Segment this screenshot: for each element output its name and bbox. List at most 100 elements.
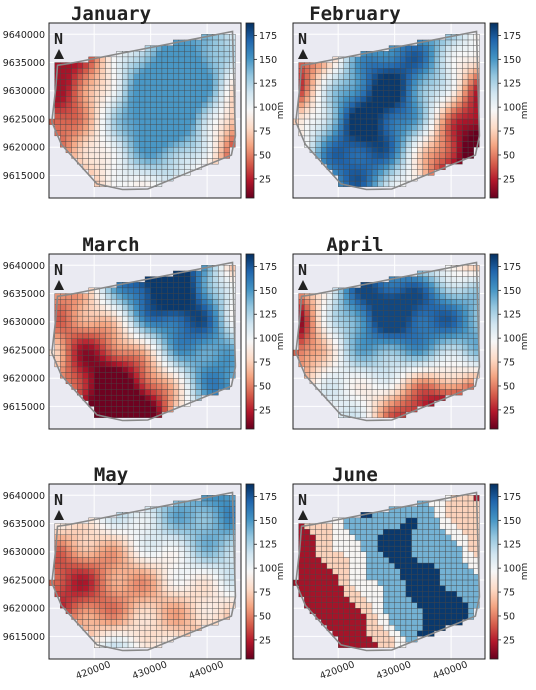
heatmap-cell [116, 557, 123, 564]
heatmap-cell [332, 557, 339, 564]
heatmap-cell [417, 338, 424, 345]
heatmap-cell [218, 130, 225, 137]
heatmap-cell [88, 523, 95, 530]
heatmap-cell [184, 73, 191, 80]
heatmap-cell [422, 349, 429, 356]
heatmap-cell [360, 321, 367, 328]
y-tick-label: 9635000 [3, 519, 45, 530]
heatmap-cell [116, 545, 123, 552]
heatmap-cell [212, 332, 219, 339]
heatmap-cell [173, 545, 180, 552]
heatmap-cell [212, 613, 219, 620]
heatmap-cell [88, 574, 95, 581]
heatmap-cell [445, 51, 452, 58]
heatmap-cell [428, 602, 435, 609]
heatmap-cell [411, 534, 418, 541]
heatmap-cell [88, 84, 95, 91]
heatmap-cell [417, 506, 424, 513]
heatmap-cell [88, 101, 95, 108]
heatmap-cell [366, 596, 373, 603]
heatmap-cell [377, 602, 384, 609]
heatmap-cell [82, 608, 89, 615]
heatmap-cell [445, 332, 452, 339]
heatmap-cell [439, 551, 446, 558]
heatmap-cell [105, 135, 112, 142]
heatmap-cell [206, 101, 213, 108]
heatmap-cell [388, 282, 395, 289]
heatmap-cell [167, 366, 174, 373]
heatmap-cell [77, 135, 84, 142]
heatmap-cell [467, 495, 474, 502]
heatmap-cell [150, 101, 157, 108]
heatmap-cell [190, 579, 196, 586]
heatmap-cell [383, 641, 390, 648]
heatmap-cell [354, 528, 361, 535]
heatmap-cell [77, 528, 84, 535]
heatmap-cell [405, 175, 412, 182]
heatmap-cell [349, 73, 356, 80]
heatmap-cell [167, 372, 174, 379]
heatmap-cell [428, 372, 435, 379]
heatmap-cell [150, 517, 157, 524]
heatmap-cell [456, 321, 463, 328]
heatmap-cell [428, 378, 435, 385]
heatmap-cell [88, 73, 95, 80]
heatmap-cell [304, 344, 311, 351]
heatmap-cell [77, 557, 84, 564]
heatmap-cell [122, 113, 129, 120]
heatmap-cell [383, 608, 390, 615]
heatmap-cell [105, 62, 112, 69]
heatmap-cell [195, 512, 202, 519]
heatmap-cell [411, 152, 418, 159]
heatmap-cell [354, 602, 361, 609]
heatmap-cell [467, 332, 474, 339]
heatmap-cell [315, 147, 322, 154]
heatmap-cell [60, 562, 67, 569]
heatmap-cell [229, 528, 236, 535]
heatmap-cell [354, 84, 361, 91]
heatmap-cell [161, 101, 168, 108]
heatmap-cell [184, 361, 191, 368]
heatmap-cell [161, 344, 168, 351]
x-tick-label: 440000 [431, 659, 469, 682]
heatmap-cell [321, 67, 328, 74]
heatmap-cell [326, 310, 333, 317]
heatmap-cell [445, 113, 452, 120]
heatmap-cell [439, 73, 446, 80]
heatmap-cell [133, 79, 140, 86]
heatmap-cell [467, 101, 474, 108]
heatmap-cell [422, 344, 429, 351]
heatmap-cell [400, 130, 407, 137]
heatmap-cell [116, 135, 123, 142]
heatmap-cell [206, 551, 213, 558]
heatmap-cell [110, 124, 117, 131]
heatmap-cell [377, 338, 384, 345]
colorbar-unit-label: mm [520, 563, 530, 581]
heatmap-cell [122, 101, 129, 108]
heatmap-cell [77, 298, 84, 305]
heatmap-cell [462, 282, 469, 289]
heatmap-cell [377, 545, 384, 552]
heatmap-cell [371, 141, 378, 148]
heatmap-cell [338, 372, 344, 379]
colorbar [245, 253, 255, 430]
heatmap-cell [190, 90, 196, 97]
heatmap-cell [349, 579, 356, 586]
heatmap-cell [156, 523, 163, 530]
heatmap-cell [417, 383, 424, 390]
heatmap-cell [326, 107, 333, 114]
heatmap-cell [405, 298, 412, 305]
heatmap-cell [377, 591, 384, 598]
heatmap-cell [394, 321, 401, 328]
heatmap-cell [445, 304, 452, 311]
heatmap-cell [411, 608, 418, 615]
heatmap-cell [315, 372, 322, 379]
heatmap-cell [332, 67, 339, 74]
x-tick-label: 420000 [318, 659, 356, 682]
heatmap-cell [338, 315, 344, 322]
heatmap-cell [156, 562, 163, 569]
heatmap-cell [428, 158, 435, 165]
heatmap-cell [467, 304, 474, 311]
heatmap-cell [65, 545, 72, 552]
heatmap-cell [439, 315, 446, 322]
